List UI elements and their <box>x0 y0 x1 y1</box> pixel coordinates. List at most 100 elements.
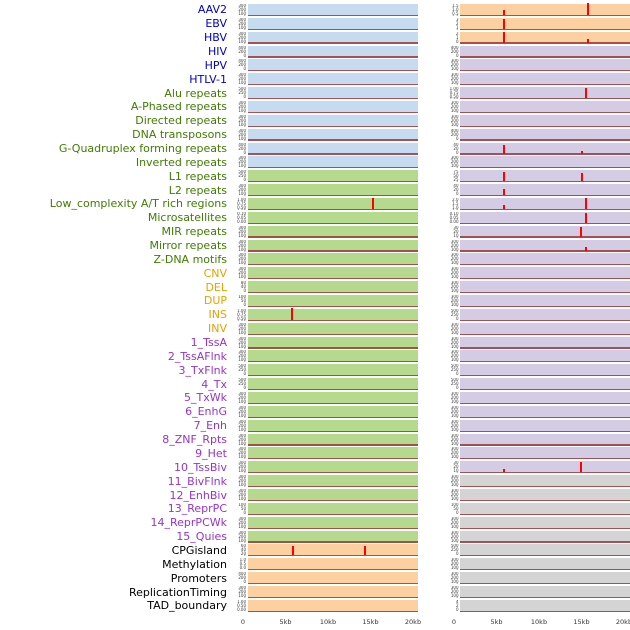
signal-spike <box>581 151 584 154</box>
y-tick-label: 300 <box>450 516 459 521</box>
signal-spike <box>586 2 589 15</box>
track-row: 6_EnhG30020010003002001000 <box>0 405 630 419</box>
x-tick-label: 0 <box>240 618 246 626</box>
right-track-plot <box>460 294 630 307</box>
right-track-plot <box>460 447 630 460</box>
track-row: Inverted repeats30020010003002001000 <box>0 155 630 169</box>
y-tick-label: 200 <box>238 34 246 40</box>
y-tick-label: 300 <box>238 184 246 189</box>
right-track-plot <box>460 45 630 58</box>
y-tick-label: 250 <box>450 381 459 387</box>
left-y-axis-ticks: 3002001000 <box>230 101 248 113</box>
track-row: L2 repeats300200100040200 <box>0 183 630 197</box>
left-y-axis-ticks: 3002001000 <box>230 489 248 501</box>
left-track-plot <box>247 489 418 501</box>
y-tick-label: 200 <box>450 76 459 82</box>
track-row: MIR repeats30020010003020100 <box>0 225 630 239</box>
y-tick-label: 0 <box>455 149 459 155</box>
y-tick-label: 20 <box>453 464 459 470</box>
y-tick-label: 100 <box>238 107 246 113</box>
y-tick-label: 300 <box>450 391 459 396</box>
y-tick-label: 30 <box>453 225 459 230</box>
track-label: 3_TxFlnk <box>178 363 227 377</box>
right-track-plot <box>460 267 630 280</box>
y-tick-label: 200 <box>238 159 246 165</box>
y-tick-label: 300 <box>238 114 246 119</box>
y-tick-label: 300 <box>238 225 246 230</box>
signal-spike <box>584 197 587 209</box>
left-track-plot <box>247 128 418 141</box>
track-row: 2_TssAFlnk30020010003002001000 <box>0 349 630 363</box>
signal-spike <box>579 227 582 237</box>
track-label: 10_TssBiv <box>174 460 227 474</box>
right-track-plot <box>460 281 630 294</box>
right-track-plot <box>460 378 630 391</box>
y-tick-label: 300 <box>450 447 459 452</box>
y-tick-label: 0.05 <box>449 214 459 220</box>
left-y-axis-ticks: 3002001000 <box>230 517 248 529</box>
y-tick-label: 200 <box>238 48 246 54</box>
y-tick-label: 10 <box>453 468 459 474</box>
x-tick-label: 20kb <box>404 618 422 626</box>
track-label: Methylation <box>162 557 227 571</box>
left-y-axis-ticks: 3002001000 <box>230 337 248 349</box>
right-track-plot <box>460 391 630 404</box>
track-row: HBV3002001000210 <box>0 31 630 45</box>
y-tick-label: 300 <box>238 100 246 105</box>
left-track-plot <box>247 350 418 363</box>
right-y-axis-ticks: 3002001000 <box>443 115 461 127</box>
left-track-plot <box>247 267 418 280</box>
y-tick-label: 200 <box>238 62 246 68</box>
y-tick-label: 1.00 <box>237 197 246 202</box>
left-y-axis-ticks: 3002001000 <box>230 406 248 418</box>
x-axis-right-column: 0 5kb 10kb 15kb 20kb <box>452 618 630 628</box>
y-tick-label: 300 <box>238 156 246 161</box>
y-tick-label: 300 <box>450 100 459 105</box>
y-tick-label: 200 <box>450 353 459 359</box>
y-tick-label: 0.00 <box>237 218 246 224</box>
y-tick-label: 0 <box>243 94 246 100</box>
left-y-axis-ticks: 3002001000 <box>230 253 248 265</box>
track-label: DEL <box>205 280 227 294</box>
y-tick-label: 40 <box>453 142 459 147</box>
right-track-plot <box>460 197 630 210</box>
y-tick-label: 100 <box>238 412 246 418</box>
y-tick-label: 300 <box>238 336 246 341</box>
y-tick-label: 100 <box>238 38 246 44</box>
y-tick-label: 300 <box>238 391 246 396</box>
left-y-axis-ticks: 3002001000 <box>230 129 248 141</box>
right-track-plot <box>460 225 630 238</box>
track-label: CPGisland <box>171 543 227 557</box>
left-track-plot <box>247 114 418 127</box>
left-y-axis-ticks: 100 50 0 <box>230 503 248 515</box>
track-label: 6_EnhG <box>185 405 227 419</box>
y-tick-label: 300 <box>450 530 459 535</box>
y-tick-label: 200 <box>450 325 459 331</box>
left-y-axis-ticks: 3002001000 <box>230 586 248 598</box>
signal-spike <box>586 39 589 43</box>
y-tick-label: 200 <box>238 20 246 26</box>
left-y-axis-ticks: 3002001000 <box>230 4 248 16</box>
y-tick-label: 60 <box>240 544 246 549</box>
left-y-axis-ticks: 400 200 0 <box>230 59 248 71</box>
track-label: 4_Tx <box>201 377 227 391</box>
track-row: DNA transposons30020010004002000 <box>0 128 630 142</box>
y-tick-label: 0 <box>243 66 246 72</box>
y-tick-label: 100 <box>238 191 246 197</box>
left-y-axis-ticks: 3002001000 <box>230 226 248 238</box>
y-tick-label: 400 <box>238 45 246 50</box>
left-track-plot <box>247 197 418 210</box>
left-y-axis-ticks: 3002001000 <box>230 73 248 85</box>
y-tick-label: 200 <box>450 589 459 595</box>
y-tick-label: 300 <box>450 156 459 161</box>
track-row: Promoters40020003002001000 <box>0 571 630 585</box>
y-tick-label: 500 <box>450 378 459 383</box>
y-tick-label: 400 <box>450 128 459 133</box>
y-tick-label: 100 <box>238 502 246 507</box>
y-tick-label: 200 <box>450 131 459 137</box>
y-tick-label: 0.5 <box>452 10 459 16</box>
right-track-plot <box>460 31 630 44</box>
y-tick-label: 25 <box>453 177 459 183</box>
y-tick-label: 100 <box>450 260 459 266</box>
